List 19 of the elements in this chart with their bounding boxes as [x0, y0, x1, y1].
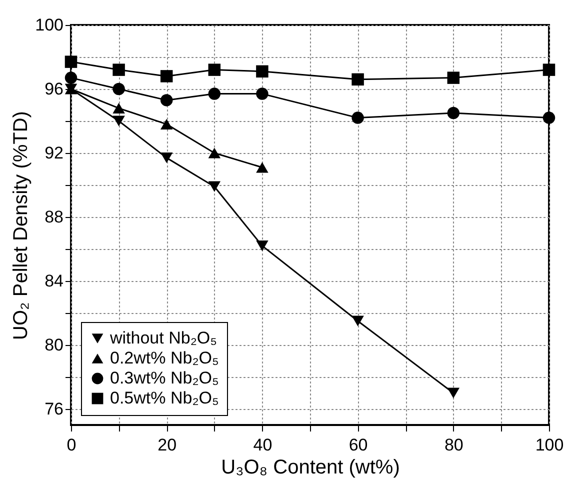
x-tick-label: 0 [66, 436, 76, 454]
x-tick-label: 40 [253, 436, 272, 454]
x-tick-label: 20 [158, 436, 177, 454]
legend-label: 0.2wt% Nb₂O₅ [110, 348, 219, 368]
x-axis-title: U₃O₈ Content (wt%) [221, 456, 400, 478]
x-tick-label: 60 [348, 436, 368, 454]
legend-label: 0.3wt% Nb₂O₅ [110, 368, 219, 388]
y-tick-label: 88 [44, 208, 64, 226]
y-tick-label: 96 [44, 80, 64, 98]
y-tick-label: 84 [44, 272, 64, 290]
x-tick-label: 80 [444, 436, 464, 454]
legend-label: without Nb₂O₅ [109, 328, 217, 348]
y-axis-title: UO₂ Pellet Density (%TD) [10, 111, 32, 340]
y-tick-label: 92 [44, 144, 64, 162]
y-tick-label: 100 [35, 16, 64, 34]
y-tick-label: 80 [44, 336, 64, 354]
x-tick-label: 100 [535, 436, 564, 454]
legend-label: 0.5wt% Nb₂O₅ [110, 388, 219, 408]
y-tick-label: 76 [44, 400, 64, 418]
